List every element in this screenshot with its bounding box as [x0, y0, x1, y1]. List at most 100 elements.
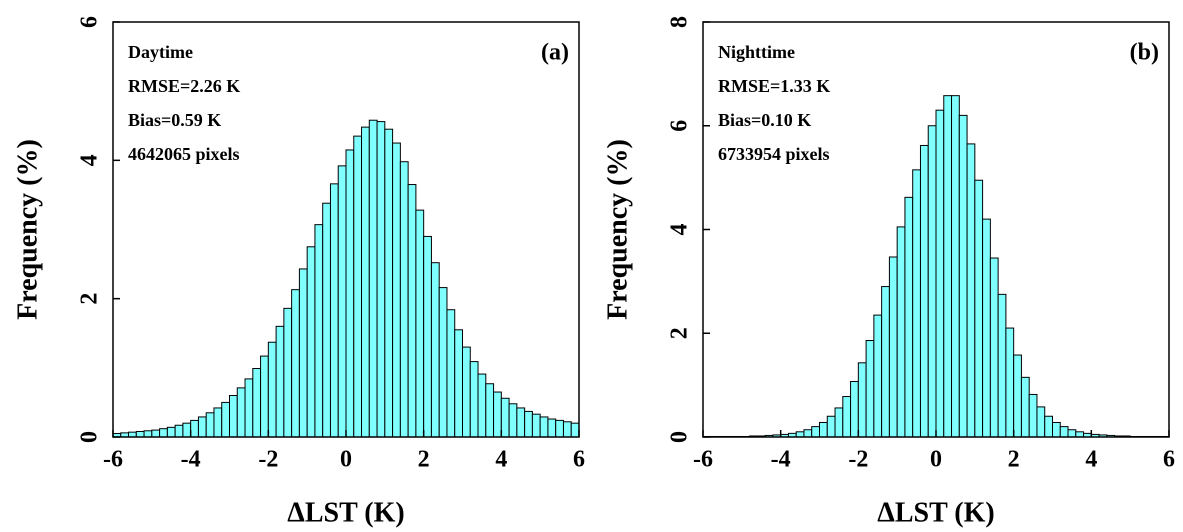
histogram-bar [997, 293, 1007, 438]
histogram-bar [143, 430, 153, 438]
histogram-bar [205, 412, 215, 438]
histogram-bar [896, 226, 906, 438]
histogram-bar [826, 415, 836, 438]
histogram-bar [423, 235, 432, 438]
x-tick-label: 2 [1008, 447, 1020, 473]
histogram-bar [834, 407, 844, 438]
histogram-bar [174, 424, 184, 438]
histogram-bar [1028, 393, 1038, 438]
annotation: Bias=0.10 K [718, 110, 811, 130]
y-tick-label: 4 [667, 224, 693, 236]
histogram-bar [1075, 431, 1085, 438]
histogram-bar [795, 431, 805, 438]
histogram-bar [555, 419, 564, 438]
histogram-bar [570, 422, 580, 438]
histogram-bar [1067, 429, 1077, 438]
histogram-bar [1005, 327, 1015, 438]
histogram-bar [337, 165, 347, 438]
histogram-bar [267, 341, 277, 438]
x-tick-label: -4 [771, 447, 791, 473]
x-tick-label: 0 [930, 447, 942, 473]
annotation: Bias=0.59 K [128, 110, 221, 130]
x-tick-label: -2 [258, 447, 278, 473]
histogram-bar [283, 307, 293, 438]
histogram-bar [236, 387, 246, 438]
histogram-bar [842, 396, 852, 438]
histogram-bar [159, 428, 168, 438]
histogram-bar [966, 143, 976, 438]
histogram-bar [850, 380, 859, 438]
y-axis-label: Frequency (%) [602, 139, 633, 320]
annotation: 4642065 pixels [128, 144, 240, 164]
x-tick-label: 4 [1085, 447, 1097, 473]
histogram-bar [244, 378, 254, 438]
histogram-bar [306, 246, 316, 438]
histogram-bar [197, 416, 207, 438]
histogram-bar [221, 401, 231, 438]
x-tick-label: 6 [573, 447, 585, 473]
histogram-bar [493, 391, 502, 438]
histogram-bar [516, 407, 526, 438]
histogram-bar [469, 361, 479, 438]
x-tick-label: 6 [1163, 447, 1175, 473]
y-tick-label: 2 [667, 327, 693, 339]
histogram-bar [873, 314, 883, 438]
histogram-bar [314, 224, 324, 438]
histogram-bar [524, 410, 533, 438]
histogram-bar [135, 430, 145, 438]
histogram-bar [1013, 354, 1022, 438]
histogram-bar [477, 373, 487, 438]
histogram-bar [562, 421, 572, 438]
annotation: RMSE=2.26 K [128, 76, 240, 96]
histogram-bar [1059, 426, 1069, 438]
annotation: Nighttime [718, 42, 795, 62]
histogram-bar [1052, 421, 1061, 438]
x-tick-label: 0 [340, 447, 352, 473]
x-tick-label: 2 [418, 447, 430, 473]
histogram-bar [539, 416, 549, 438]
histogram-bar [500, 397, 510, 438]
y-axis-label: Frequency (%) [12, 139, 43, 320]
histogram-bar [1044, 415, 1053, 438]
histogram-bar [865, 340, 875, 438]
x-tick-label: 4 [495, 447, 507, 473]
histogram-bar [291, 289, 300, 438]
annotation: RMSE=1.33 K [718, 76, 830, 96]
panel-label: (a) [541, 40, 569, 66]
histogram-bar [376, 121, 386, 438]
histogram-bar [982, 218, 991, 438]
histogram-bar [229, 395, 238, 438]
histogram-bar [438, 287, 448, 438]
histogram-bar [811, 426, 821, 438]
histogram-bar [927, 125, 937, 438]
histogram-bar [485, 383, 495, 438]
histogram-bar [182, 422, 192, 438]
histogram-bar [446, 309, 456, 438]
histogram-bar [353, 135, 363, 438]
histogram-bar [298, 268, 308, 438]
histogram-bar [430, 262, 440, 438]
y-tick-label: 0 [667, 431, 693, 443]
histogram-bar [252, 368, 262, 438]
histogram-bar [190, 419, 199, 438]
y-tick-label: 0 [77, 431, 103, 443]
x-axis-label: ΔLST (K) [287, 497, 404, 528]
histogram-bar [329, 183, 339, 438]
annotation: Daytime [128, 42, 193, 62]
histogram-bar [974, 179, 984, 438]
panel-label: (b) [1130, 40, 1159, 66]
x-tick-label: -6 [103, 447, 123, 473]
histogram-bar [275, 325, 285, 438]
histogram-bar [384, 128, 394, 438]
histogram-bar [857, 362, 867, 438]
histogram-bar [531, 413, 541, 438]
histogram-bar [368, 119, 378, 438]
y-tick-label: 8 [667, 16, 693, 28]
histogram-bar [213, 407, 223, 438]
histogram-bar [345, 149, 355, 438]
histogram-bar [415, 209, 425, 438]
histogram-bar [260, 355, 269, 438]
histogram-bar [935, 109, 945, 438]
histogram-bar [904, 196, 914, 438]
